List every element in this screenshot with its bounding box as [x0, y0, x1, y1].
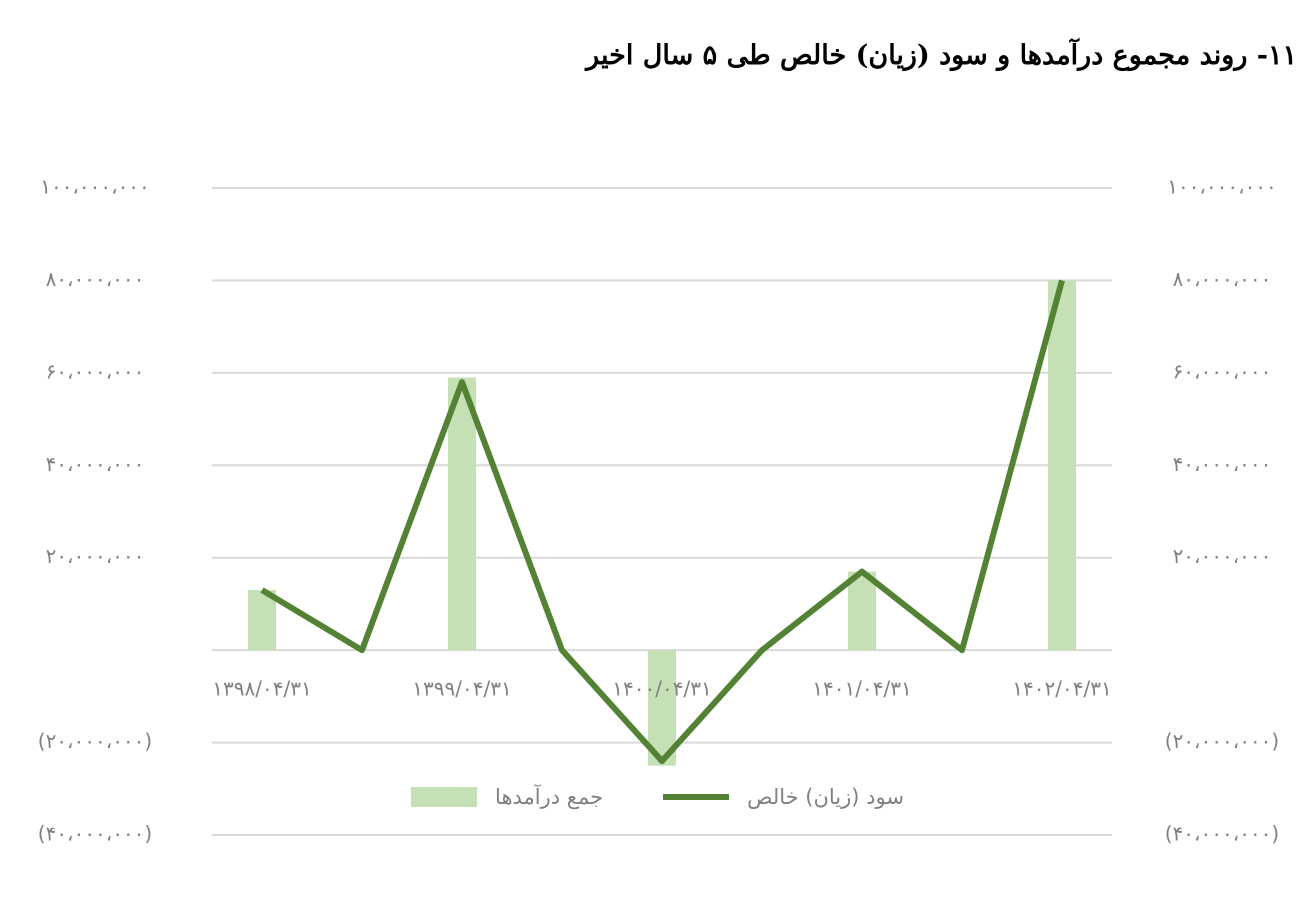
line [260, 279, 1065, 765]
y-tick-label: ۶۰،۰۰۰،۰۰۰ [46, 359, 145, 383]
y-tick-label: ۸۰،۰۰۰،۰۰۰ [46, 267, 145, 291]
y-tick-label: ۱۰۰،۰۰۰،۰۰۰ [40, 175, 150, 199]
legend-swatch [411, 787, 478, 807]
y2-tick-label: ۶۰،۰۰۰،۰۰۰ [1173, 359, 1272, 383]
x-tick-label: ۱۴۰۱/۰۴/۳۱ [812, 677, 911, 701]
y2-tick-label: ۴۰،۰۰۰،۰۰۰ [1173, 452, 1272, 476]
x-tick-label: ۱۳۹۸/۰۴/۳۱ [212, 677, 311, 701]
y2-tick-label: ۲۰،۰۰۰،۰۰۰ [1173, 544, 1272, 568]
legend-item: جمع درآمدها [411, 785, 603, 809]
y2-tick-label: (۲۰،۰۰۰،۰۰۰) [1165, 729, 1279, 753]
y-tick-label: ۲۰،۰۰۰،۰۰۰ [46, 544, 145, 568]
legend-label: سود (زیان) خالص [747, 785, 904, 809]
y-tick-label: ۴۰،۰۰۰،۰۰۰ [46, 452, 145, 476]
bar [848, 571, 876, 651]
chart-title: ۱۱- روند مجموع درآمدها و سود (زیان) خالص… [586, 40, 1297, 71]
y2-tick-label: (۴۰،۰۰۰،۰۰۰) [1165, 822, 1279, 846]
x-tick-label: ۱۴۰۲/۰۴/۳۱ [1012, 677, 1111, 701]
legend: جمع درآمدها سود (زیان) خالص [0, 785, 1315, 809]
y-tick-label: (۲۰،۰۰۰،۰۰۰) [38, 729, 152, 753]
bar [1048, 280, 1076, 651]
x-tick-label: ۱۴۰۰/۰۴/۳۱ [612, 677, 711, 701]
bar [248, 590, 276, 651]
y2-tick-label: ۸۰،۰۰۰،۰۰۰ [1173, 267, 1272, 291]
x-tick-label: ۱۳۹۹/۰۴/۳۱ [412, 677, 511, 701]
bar [448, 377, 476, 651]
y2-tick-label: ۱۰۰،۰۰۰،۰۰۰ [1167, 175, 1277, 199]
legend-label: جمع درآمدها [495, 785, 604, 809]
legend-item: سود (زیان) خالص [663, 785, 904, 809]
y-tick-label: (۴۰،۰۰۰،۰۰۰) [38, 822, 152, 846]
legend-swatch [663, 794, 730, 800]
